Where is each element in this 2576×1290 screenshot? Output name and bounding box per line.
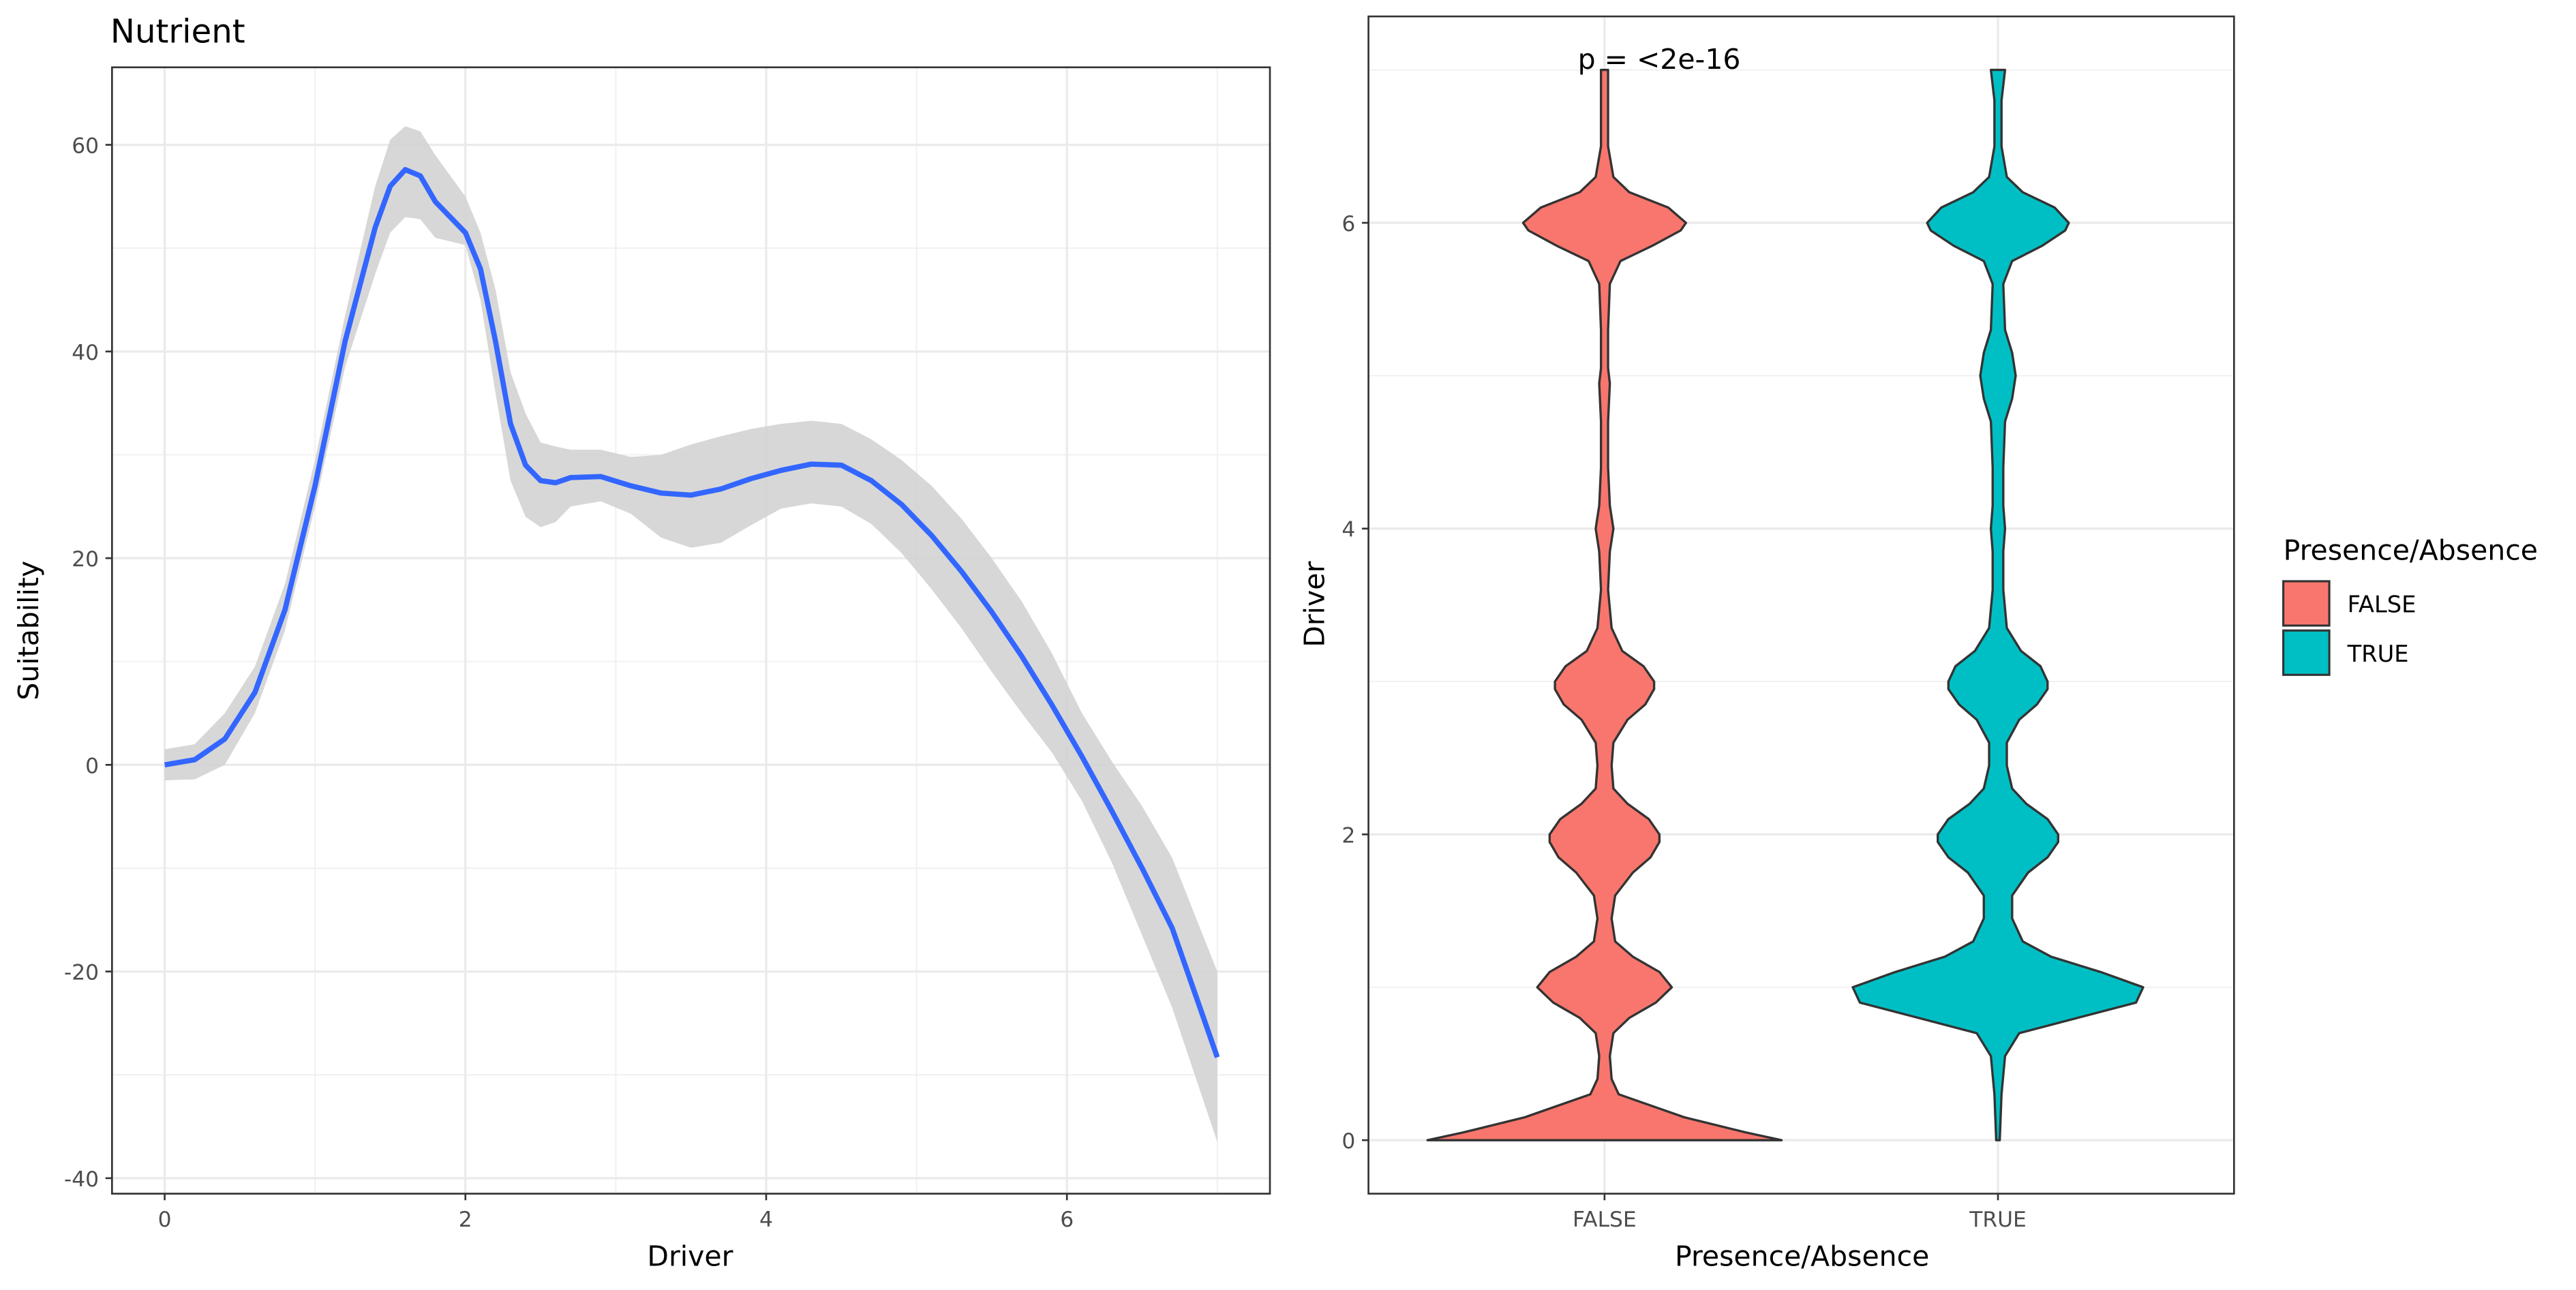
y-axis: -40 -20 0 20 40 60	[64, 134, 112, 1192]
plot-background	[112, 67, 1270, 1194]
y-tick-label: 2	[1342, 823, 1355, 848]
x-tick-label: 2	[459, 1208, 472, 1232]
x-axis-label: Driver	[647, 1240, 733, 1273]
y-tick-label: -20	[64, 961, 99, 985]
p-value-annotation: p = <2e-16	[1578, 43, 1741, 76]
x-axis: FALSE TRUE	[1573, 1193, 2027, 1232]
legend: Presence/Absence FALSE TRUE	[2282, 534, 2538, 676]
y-tick-label: 60	[72, 134, 99, 159]
suitability-panel: Nutrient 0 2 4 6 -40 -20 0 20 40 60 Driver Suita…	[12, 13, 1271, 1273]
x-tick-label: 0	[158, 1208, 172, 1232]
y-tick-label: 0	[1342, 1129, 1355, 1154]
y-tick-label: 0	[85, 754, 99, 778]
x-tick-label: TRUE	[1969, 1208, 2027, 1232]
x-axis-label: Presence/Absence	[1675, 1240, 1929, 1273]
plot-border	[1367, 15, 2235, 1195]
legend-label-true: TRUE	[2347, 641, 2409, 667]
y-tick-label: 4	[1342, 518, 1355, 542]
x-axis: 0 2 4 6	[158, 1193, 1074, 1232]
legend-swatch-false	[2282, 580, 2331, 627]
y-tick-label: -40	[64, 1167, 99, 1192]
y-tick-label: 40	[72, 341, 99, 365]
legend-item-false[interactable]: FALSE	[2282, 580, 2416, 627]
plot-background	[1368, 16, 2234, 1194]
y-axis-label: Driver	[1299, 562, 1331, 647]
legend-swatch-true	[2282, 629, 2331, 676]
chart-title: Nutrient	[110, 13, 245, 51]
grid-lines	[112, 67, 1270, 1194]
y-tick-label: 6	[1342, 212, 1355, 236]
x-tick-label: 4	[759, 1208, 773, 1232]
fit-line	[164, 167, 1220, 1058]
legend-item-true[interactable]: TRUE	[2282, 629, 2409, 676]
x-tick-label: FALSE	[1573, 1208, 1637, 1232]
x-tick-label: 6	[1060, 1208, 1074, 1232]
plot-border	[111, 66, 1271, 1195]
violins	[1426, 68, 2145, 1141]
legend-title: Presence/Absence	[2284, 534, 2538, 567]
violin-panel: p = <2e-16 FALSE TRUE 0 2 4 6 Presence/Absen…	[1299, 15, 2538, 1273]
violin-true	[1851, 68, 2145, 1141]
y-axis-label: Suitability	[12, 561, 45, 701]
violin-false	[1426, 68, 1783, 1141]
legend-label-false: FALSE	[2348, 592, 2416, 618]
y-axis: 0 2 4 6	[1342, 212, 1369, 1154]
y-tick-label: 20	[72, 547, 99, 572]
